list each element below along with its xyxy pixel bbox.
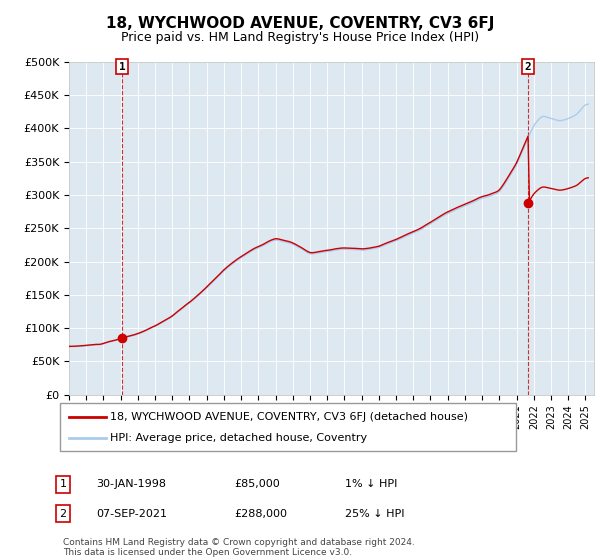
Text: 30-JAN-1998: 30-JAN-1998 — [96, 479, 166, 489]
Text: Contains HM Land Registry data © Crown copyright and database right 2024.
This d: Contains HM Land Registry data © Crown c… — [63, 538, 415, 557]
Text: 1% ↓ HPI: 1% ↓ HPI — [345, 479, 397, 489]
Text: 1: 1 — [119, 62, 125, 72]
Text: 2: 2 — [525, 62, 532, 72]
Text: 18, WYCHWOOD AVENUE, COVENTRY, CV3 6FJ: 18, WYCHWOOD AVENUE, COVENTRY, CV3 6FJ — [106, 16, 494, 31]
Text: £288,000: £288,000 — [234, 508, 287, 519]
Text: 18, WYCHWOOD AVENUE, COVENTRY, CV3 6FJ (detached house): 18, WYCHWOOD AVENUE, COVENTRY, CV3 6FJ (… — [110, 412, 468, 422]
Text: 1: 1 — [59, 479, 67, 489]
Text: Price paid vs. HM Land Registry's House Price Index (HPI): Price paid vs. HM Land Registry's House … — [121, 31, 479, 44]
Text: 25% ↓ HPI: 25% ↓ HPI — [345, 508, 404, 519]
Text: £85,000: £85,000 — [234, 479, 280, 489]
Text: 2: 2 — [59, 508, 67, 519]
Text: HPI: Average price, detached house, Coventry: HPI: Average price, detached house, Cove… — [110, 433, 367, 444]
Text: 07-SEP-2021: 07-SEP-2021 — [96, 508, 167, 519]
